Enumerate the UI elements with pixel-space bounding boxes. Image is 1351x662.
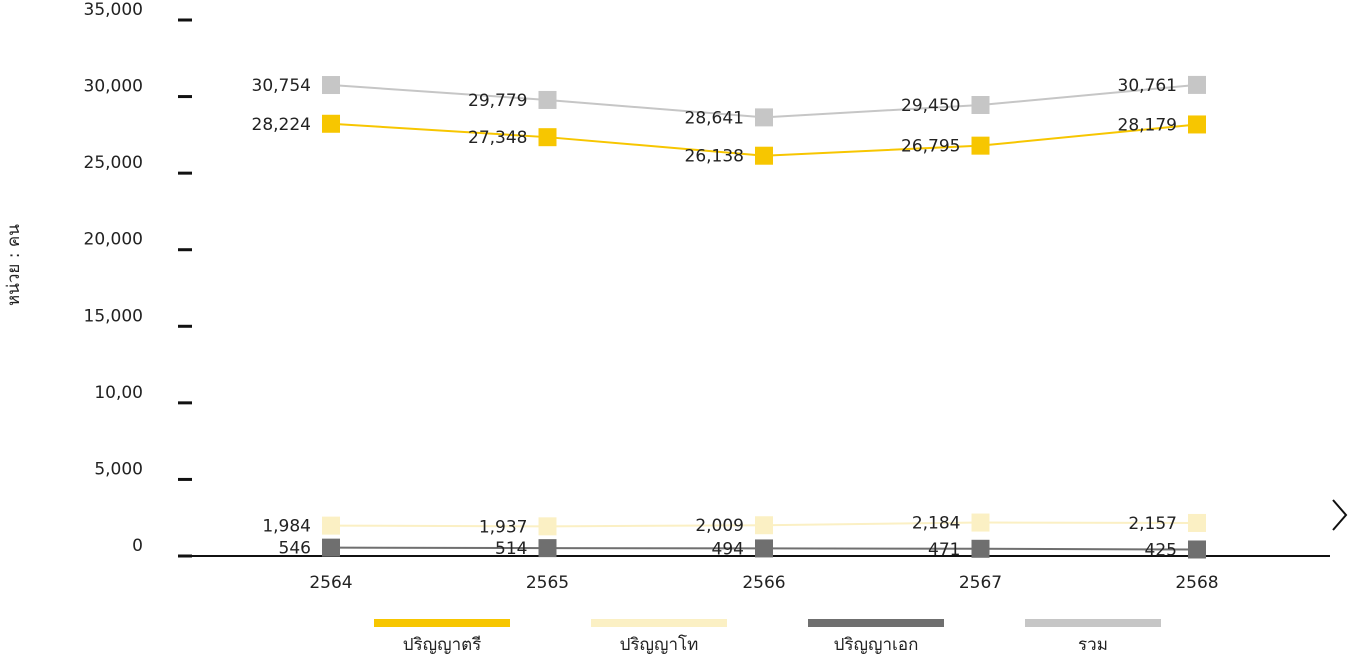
point	[971, 539, 990, 558]
point	[538, 539, 557, 558]
value-label: 2,184	[912, 514, 961, 534]
point	[971, 95, 990, 114]
legend-swatch	[591, 619, 727, 627]
point	[322, 538, 340, 557]
y-tick-label: 0	[132, 536, 143, 556]
value-label: 28,179	[1118, 115, 1177, 135]
value-label: 514	[495, 539, 527, 559]
legend-label: ปริญญาตรี	[403, 635, 482, 655]
value-label: 28,224	[252, 115, 311, 135]
y-tick-label: 15,000	[84, 306, 143, 326]
legend-label: ปริญญาโท	[620, 634, 699, 655]
y-tick-label: 30,000	[84, 77, 143, 97]
point	[1188, 115, 1206, 134]
value-label: 28,641	[685, 108, 744, 128]
point	[755, 539, 773, 558]
legend-swatch	[374, 619, 510, 627]
legend-swatch	[1025, 619, 1161, 627]
value-label: 471	[928, 540, 960, 560]
x-tick-label: 2566	[742, 573, 785, 593]
value-label: 27,348	[468, 128, 527, 148]
value-label: 26,795	[901, 137, 960, 157]
y-tick-label: 25,000	[84, 153, 143, 173]
value-label: 29,779	[468, 91, 527, 111]
legend-label: ปริญญาเอก	[834, 635, 919, 655]
point	[1188, 75, 1206, 94]
value-label: 26,138	[685, 147, 744, 167]
point	[755, 108, 773, 127]
y-axis-label: หน่วย : คน	[4, 224, 24, 306]
x-tick-label: 2565	[526, 573, 569, 593]
value-label: 425	[1145, 540, 1177, 560]
y-tick-label: 20,000	[84, 230, 143, 250]
point	[1188, 540, 1206, 559]
point	[322, 76, 340, 95]
value-label: 1,937	[479, 517, 528, 537]
legend-swatch	[808, 619, 944, 627]
y-tick-label: 35,000	[84, 0, 143, 20]
y-tick-label: 5,000	[94, 459, 143, 479]
point	[322, 114, 340, 133]
value-label: 2,009	[695, 516, 744, 536]
next-arrow[interactable]	[1332, 499, 1348, 531]
point	[971, 513, 990, 532]
point	[755, 146, 773, 165]
x-tick-label: 2568	[1175, 573, 1218, 593]
value-label: 2,157	[1128, 514, 1177, 534]
value-label: 494	[712, 539, 744, 559]
point	[538, 128, 557, 147]
point	[538, 90, 557, 109]
value-label: 1,984	[262, 517, 311, 537]
value-label: 30,754	[252, 76, 311, 96]
y-tick-label: 10,00	[94, 383, 143, 403]
value-label: 30,761	[1118, 76, 1177, 96]
point	[755, 516, 773, 535]
point	[322, 516, 340, 535]
point	[1188, 513, 1206, 532]
x-tick-label: 2564	[309, 573, 352, 593]
point	[971, 136, 990, 155]
value-label: 546	[279, 539, 311, 559]
x-tick-label: 2567	[959, 573, 1002, 593]
legend-label: รวม	[1078, 635, 1108, 655]
point	[538, 517, 557, 536]
value-label: 29,450	[901, 96, 960, 116]
